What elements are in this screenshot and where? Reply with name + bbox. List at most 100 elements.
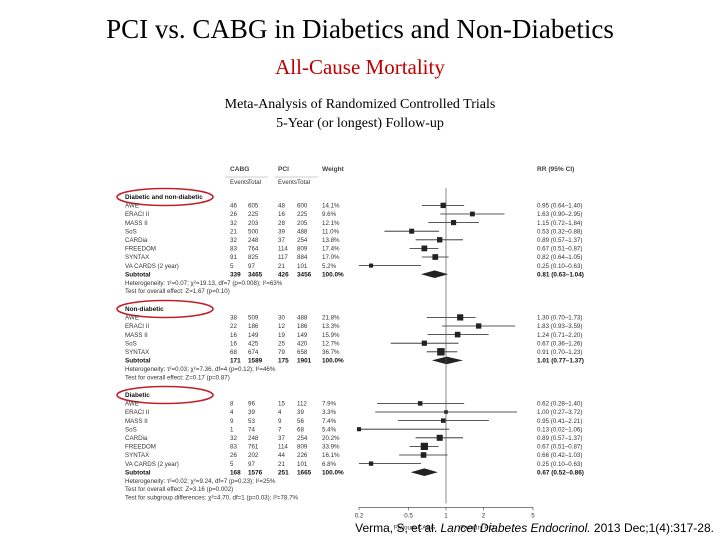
section-3-row-1-study: AWE — [125, 401, 139, 408]
section-2-heterogeneity: Heterogeneity: τ²=0.03; χ²=7.36, df=4 (p… — [125, 366, 276, 373]
section-2-row-3-pci-total: 149 — [297, 332, 308, 339]
section-3-row-2-weight: 3.3% — [322, 409, 337, 416]
section-1-row-2-point — [470, 211, 475, 217]
section-1-row-9-diamond — [421, 270, 449, 278]
section-2-row-1-study: AWE — [125, 315, 139, 322]
section-2-row-4-study: SoS — [125, 340, 137, 347]
x-tick-label-4: 2 — [482, 512, 486, 519]
header-pci-events: Events — [278, 179, 297, 186]
section-3-row-4-pci-total: 68 — [297, 426, 304, 433]
section-3-row-3-point — [441, 418, 446, 423]
header-pci: PCI — [278, 166, 289, 173]
section-3-row-5-pci-events: 37 — [278, 435, 285, 442]
section-3-row-2-rr-text: 1.00 (0.27–3.72) — [537, 409, 582, 416]
section-1-row-7-pci-events: 117 — [278, 254, 288, 261]
section-1-row-5-pci-total: 254 — [297, 237, 308, 244]
section-3-row-8-weight: 6.8% — [322, 461, 337, 468]
section-3-row-3-study: MASS II — [125, 418, 148, 425]
section-1-row-7-rr-text: 0.82 (0.64–1.05) — [537, 254, 582, 261]
section-1-row-2-weight: 9.6% — [322, 211, 337, 218]
section-1-row-1-cabg-events: 46 — [230, 203, 237, 210]
section-1-row-3-pci-total: 205 — [297, 220, 308, 227]
section-1-row-4-study: SoS — [125, 228, 137, 235]
section-3-row-9-cabg-events: 168 — [230, 469, 241, 476]
section-1-row-5-pci-events: 37 — [278, 237, 285, 244]
section-2-row-6-weight: 100.0% — [322, 358, 344, 365]
section-3-row-3-weight: 7.4% — [322, 418, 337, 425]
section-2-row-1-weight: 21.8% — [322, 315, 340, 322]
section-2-row-1-pci-total: 488 — [297, 315, 308, 322]
section-3-row-8-rr-text: 0.25 (0.10–0.63) — [537, 461, 582, 468]
header-weight: Weight — [322, 166, 345, 173]
section-2-row-5-rr-text: 0.91 (0.70–1.23) — [537, 349, 582, 356]
section-1-row-9-rr-text: 0.81 (0.63–1.04) — [537, 271, 584, 278]
section-1-row-3-study: MASS II — [125, 220, 148, 227]
section-1-row-7-weight: 17.0% — [322, 254, 340, 261]
section-1-row-7-cabg-events: 91 — [230, 254, 237, 261]
header-cabg-total: Total — [248, 179, 261, 186]
section-3-row-1-cabg-events: 8 — [230, 401, 234, 408]
section-2-row-2-cabg-total: 186 — [248, 323, 259, 330]
section-1-row-3-pci-events: 28 — [278, 220, 285, 227]
section-1-row-3-weight: 12.1% — [322, 220, 340, 227]
section-1-heterogeneity: Heterogeneity: τ²=0.07; χ²=19.13, df=7 (… — [125, 280, 283, 287]
section-2-row-6-pci-events: 175 — [278, 358, 289, 365]
section-1-row-9-cabg-total: 3465 — [248, 271, 263, 278]
citation-details: 2013 Dec;1(4):317-28. — [590, 521, 714, 535]
section-3-row-6-point — [420, 442, 428, 451]
description-line-1: Meta-Analysis of Randomized Controlled T… — [224, 97, 496, 112]
header-cabg: CABG — [230, 166, 249, 173]
section-2-row-3-cabg-total: 149 — [248, 332, 259, 339]
section-1-row-3-cabg-total: 203 — [248, 220, 259, 227]
section-2-row-3-weight: 15.9% — [322, 332, 340, 339]
section-3-row-7-cabg-total: 202 — [248, 452, 259, 459]
section-2-row-6-cabg-events: 171 — [230, 358, 241, 365]
section-1-overall-effect: Test for overall effect: Z=1.67 (p=0.10) — [125, 288, 230, 295]
section-2-row-4-point — [421, 340, 427, 346]
section-3-row-5-weight: 20.2% — [322, 435, 340, 442]
section-2-row-5-pci-total: 658 — [297, 349, 308, 356]
section-1-highlight — [116, 187, 214, 207]
section-1-row-2-cabg-events: 26 — [230, 211, 237, 218]
section-2-row-2-study: ERACI II — [125, 323, 149, 330]
section-3-row-8-point — [368, 461, 374, 466]
section-1-row-4-pci-events: 39 — [278, 228, 285, 235]
section-2-row-2-point — [476, 323, 482, 329]
section-3-row-8-study: VA CARDS (2 year) — [125, 461, 179, 468]
section-3-row-6-cabg-total: 761 — [248, 444, 259, 451]
header-cabg-events: Events — [230, 179, 249, 186]
x-label-right: Favours PCI — [460, 524, 495, 531]
section-1-row-1-pci-events: 48 — [278, 203, 285, 210]
section-2-row-3-point — [454, 331, 461, 338]
section-3-row-2-study: ERACI II — [125, 409, 149, 416]
section-1-row-6-point — [421, 245, 428, 252]
citation: Verma, S, et al. Lancet Diabetes Endocri… — [355, 521, 714, 535]
section-1-label: Diabetic and non-diabetic — [125, 194, 203, 201]
section-2-row-3-rr-text: 1.24 (0.71–2.20) — [537, 332, 582, 339]
section-1-row-9-study: Subtotal — [125, 271, 151, 278]
section-3-row-6-cabg-events: 83 — [230, 444, 237, 451]
section-3-subgroup-test: Test for subgroup differences: χ²=4.70, … — [125, 494, 299, 501]
section-3-row-1-rr-text: 0.62 (0.28–1.40) — [537, 401, 582, 408]
section-2-row-2-pci-total: 186 — [297, 323, 308, 330]
x-label-left: Favours CABG — [394, 524, 436, 531]
section-1-row-8-cabg-total: 97 — [248, 263, 255, 270]
section-2-row-3-pci-events: 19 — [278, 332, 285, 339]
section-3-row-5-cabg-total: 248 — [248, 435, 259, 442]
section-1-row-3-point — [450, 220, 457, 226]
section-1-row-7-cabg-total: 825 — [248, 254, 259, 261]
section-2-row-1-point — [457, 314, 464, 321]
section-3-row-2-cabg-events: 4 — [230, 409, 234, 416]
section-3-row-3-cabg-total: 53 — [248, 418, 255, 425]
section-2-row-1-cabg-events: 38 — [230, 315, 237, 322]
section-1-row-8-rr-text: 0.25 (0.10–0.63) — [537, 263, 582, 270]
section-1-row-5-weight: 13.8% — [322, 237, 340, 244]
slide-title: PCI vs. CABG in Diabetics and Non-Diabet… — [106, 14, 614, 44]
section-1-row-4-cabg-total: 500 — [248, 228, 259, 235]
section-3-row-9-diamond — [410, 468, 438, 476]
x-tick-label-2: 0.5 — [404, 512, 413, 519]
section-3-row-9-rr-text: 0.67 (0.52–0.86) — [537, 469, 584, 476]
section-3-row-9-pci-total: 1665 — [297, 469, 312, 476]
section-3-row-3-cabg-events: 9 — [230, 418, 234, 425]
x-tick-label-5: 5 — [531, 512, 535, 519]
